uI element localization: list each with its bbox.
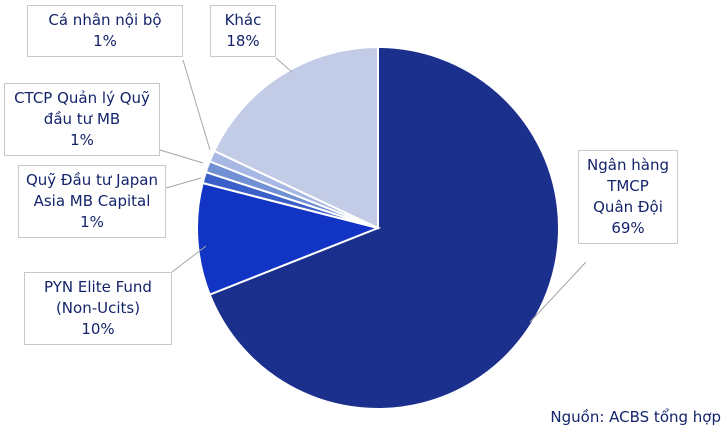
- label-name: Quỹ Đầu tư Japan Asia MB Capital: [25, 171, 159, 210]
- label-value: 69%: [611, 219, 645, 237]
- data-label: CTCP Quản lý Quỹ đầu tư MB 1%: [4, 83, 160, 156]
- leader-line: [182, 59, 211, 151]
- pie-slice: [212, 45, 379, 230]
- data-label: PYN Elite Fund (Non-Ucits) 10%: [24, 272, 172, 345]
- label-name: CTCP Quản lý Quỹ đầu tư MB: [14, 89, 150, 128]
- data-label: Quỹ Đầu tư Japan Asia MB Capital 1%: [18, 165, 166, 238]
- leader-line: [275, 57, 293, 73]
- pie-slice: [208, 45, 560, 410]
- label-value: 18%: [226, 32, 260, 50]
- data-label: Khác 18%: [210, 5, 276, 57]
- leader-line: [159, 149, 204, 164]
- source-note: Nguồn: ACBS tổng hợp: [550, 408, 721, 426]
- label-value: 1%: [70, 131, 94, 149]
- label-value: 10%: [81, 320, 115, 338]
- data-label: Ngân hàng TMCP Quân Đội 69%: [578, 150, 678, 244]
- label-name: Ngân hàng TMCP Quân Đội: [587, 156, 669, 216]
- label-name: Cá nhân nội bộ: [48, 11, 162, 29]
- label-name: PYN Elite Fund (Non-Ucits): [44, 278, 152, 317]
- pie-slice: [196, 181, 382, 296]
- label-name: Khác: [224, 11, 262, 29]
- leader-line: [165, 177, 202, 189]
- leader-line: [529, 261, 587, 323]
- leader-line: [171, 245, 207, 273]
- label-value: 1%: [93, 32, 117, 50]
- label-value: 1%: [80, 213, 104, 231]
- data-label: Cá nhân nội bộ 1%: [27, 5, 183, 57]
